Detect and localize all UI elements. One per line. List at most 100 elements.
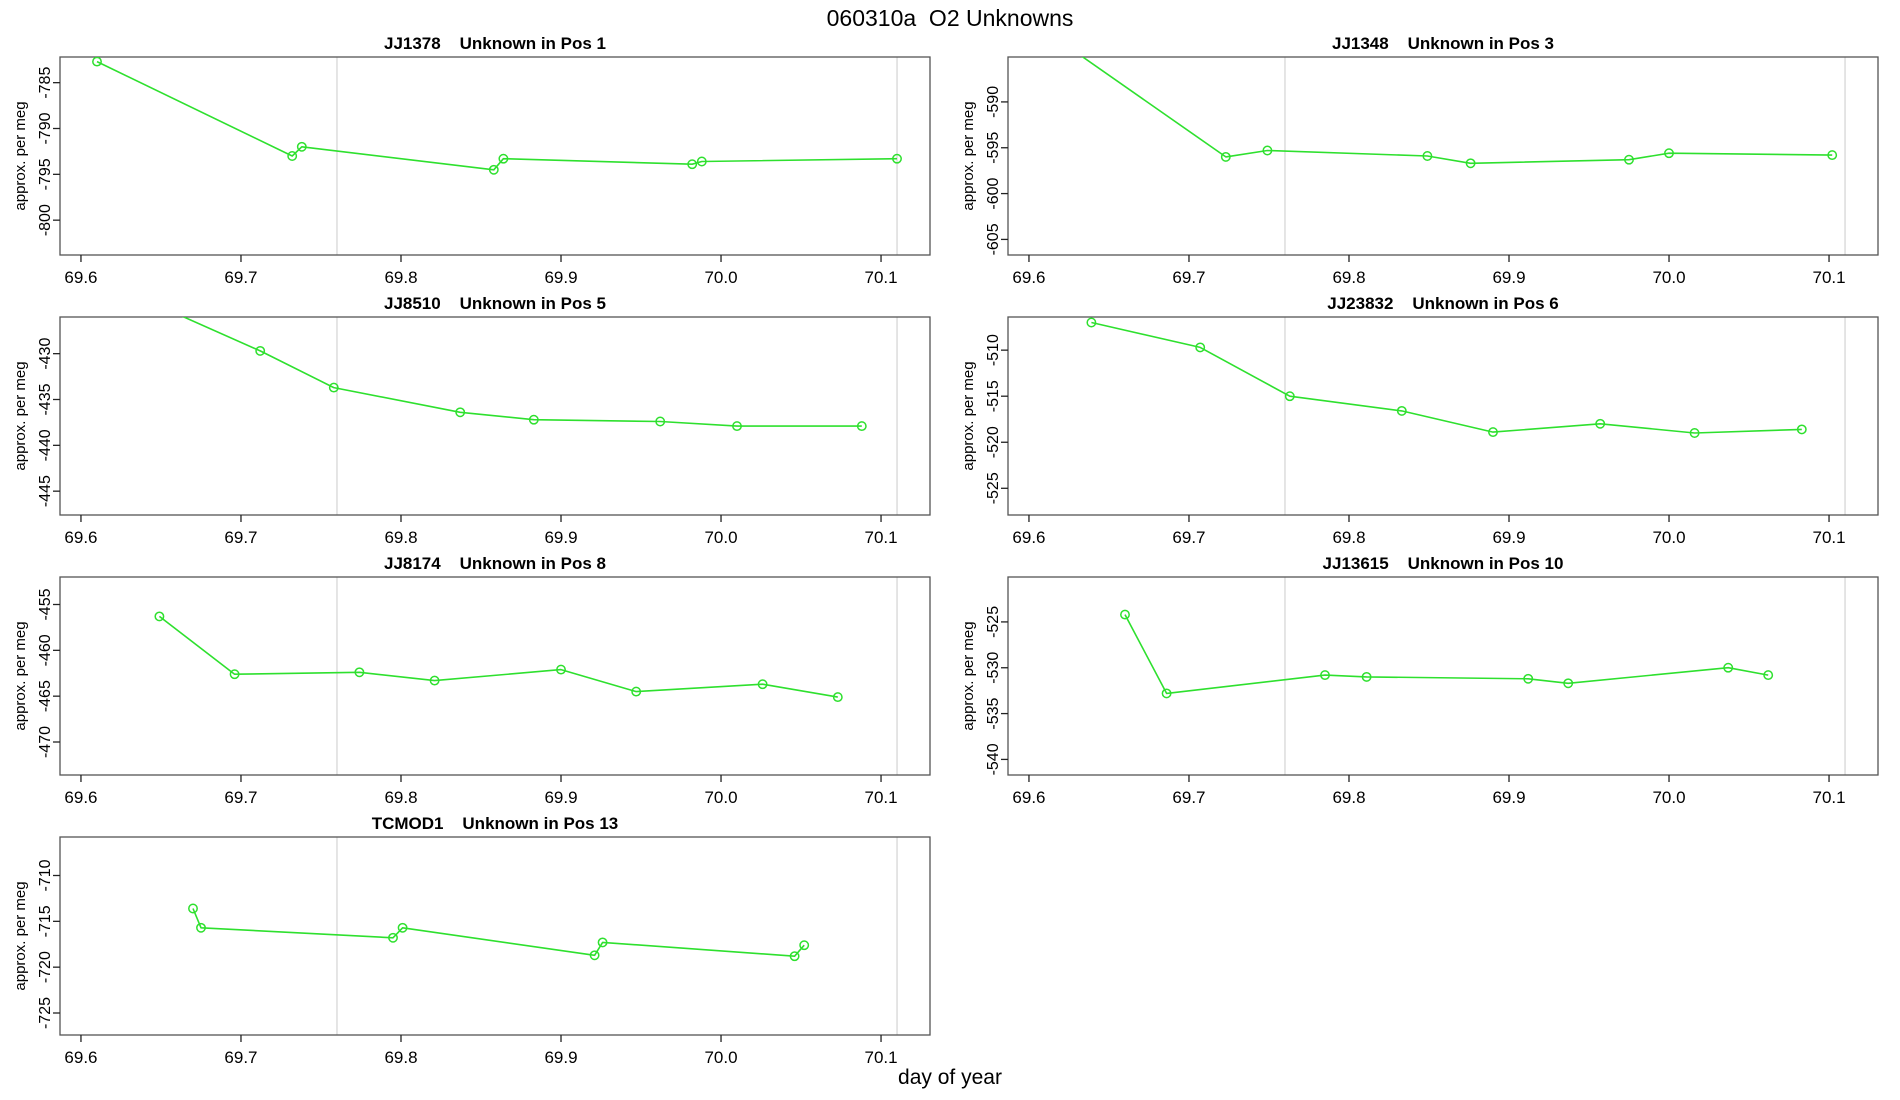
data-point-marker — [1796, 424, 1807, 435]
y-tick-label: -470 — [37, 726, 54, 758]
data-point-marker — [1220, 151, 1231, 162]
x-tick-label: 69.8 — [384, 1048, 417, 1067]
subplot-jj23832: JJ23832 Unknown in Pos 6 69.6 69.7 69.8 69.9… — [960, 294, 1879, 547]
x-tick-label: 69.9 — [544, 528, 577, 547]
data-point-marker — [488, 164, 499, 175]
figure-title: 060310a O2 Unknowns — [826, 5, 1074, 31]
data-point-marker — [757, 679, 768, 690]
data-point-marker — [196, 922, 206, 933]
y-tick-label: -715 — [37, 905, 54, 937]
data-point-marker — [892, 153, 902, 164]
x-tick-label: 70.1 — [864, 268, 897, 287]
data-point-marker — [188, 903, 198, 914]
subplot-jj8174: JJ8174 Unknown in Pos 8 69.6 69.7 69.8 69.9 7… — [12, 554, 931, 807]
x-tick-label: 69.7 — [224, 268, 257, 287]
x-tick-label: 69.6 — [1012, 268, 1045, 287]
x-tick-label: 70.1 — [1812, 788, 1845, 807]
x-tick-label: 70.1 — [1812, 528, 1845, 547]
plot-box — [59, 836, 931, 1036]
y-tick-label: -720 — [37, 951, 54, 983]
x-axis-label: day of year — [898, 1066, 1002, 1089]
subplot-title: JJ8174 Unknown in Pos 8 — [384, 554, 606, 573]
series-group — [1081, 57, 1838, 169]
series-line — [1081, 57, 1833, 165]
plot-box — [1007, 576, 1879, 776]
data-point-marker — [799, 940, 810, 951]
y-tick-label: -530 — [985, 652, 1002, 684]
y-tick-label: -595 — [985, 132, 1002, 164]
data-point-marker — [696, 156, 707, 167]
y-tick-label: -440 — [37, 429, 54, 461]
data-point-marker — [429, 675, 440, 686]
data-point-marker — [1523, 673, 1534, 684]
x-tick-label: 69.7 — [224, 788, 257, 807]
y-tick-label: -445 — [37, 475, 54, 507]
y-axis-label: approx. per meg — [12, 101, 29, 210]
data-point-marker — [1689, 428, 1700, 438]
y-tick-label: -800 — [37, 204, 54, 236]
y-tick-label: -795 — [37, 158, 54, 190]
series-line — [192, 908, 805, 957]
x-tick-label: 69.6 — [1012, 788, 1045, 807]
series-line — [181, 317, 862, 427]
x-tick-label: 69.7 — [1172, 788, 1205, 807]
subplot-title: JJ1348 Unknown in Pos 3 — [1332, 34, 1554, 53]
data-point-marker — [597, 937, 608, 948]
subplot-jj13615: JJ13615 Unknown in Pos 10 69.6 69.7 69.8 69.… — [960, 554, 1879, 807]
x-tick-label: 69.6 — [64, 268, 97, 287]
y-axis-label: approx. per meg — [960, 101, 977, 210]
x-tick-label: 70.0 — [704, 528, 737, 547]
y-tick-label: -710 — [37, 859, 54, 891]
subplot-jj8510: JJ8510 Unknown in Pos 5 69.6 69.7 69.8 69.9 7… — [12, 294, 931, 547]
x-tick-label: 69.7 — [1172, 268, 1205, 287]
data-point-marker — [1465, 158, 1476, 169]
plot-box — [1007, 316, 1879, 516]
y-tick-label: -515 — [985, 380, 1002, 412]
data-point-marker — [92, 57, 102, 67]
data-point-marker — [589, 950, 600, 961]
data-point-marker — [528, 414, 539, 425]
data-point-marker — [455, 407, 466, 418]
data-point-marker — [832, 692, 843, 703]
y-axis-label: approx. per meg — [12, 881, 29, 990]
data-point-marker — [1161, 688, 1172, 699]
series-group — [1120, 609, 1774, 699]
y-axis-label: approx. per meg — [12, 361, 29, 470]
x-tick-label: 69.9 — [1492, 528, 1525, 547]
data-point-marker — [498, 153, 509, 164]
plot-box — [1007, 56, 1879, 256]
x-tick-label: 69.9 — [544, 268, 577, 287]
x-tick-label: 70.1 — [864, 788, 897, 807]
data-point-marker — [328, 382, 339, 393]
data-point-marker — [687, 159, 698, 170]
x-tick-label: 69.8 — [1332, 528, 1365, 547]
series-line — [96, 60, 898, 171]
data-point-marker — [1361, 671, 1372, 682]
y-tick-label: -725 — [37, 997, 54, 1029]
x-tick-label: 69.9 — [1492, 268, 1525, 287]
series-group — [188, 903, 810, 962]
data-point-marker — [1284, 391, 1295, 402]
x-tick-label: 70.1 — [1812, 268, 1845, 287]
x-tick-label: 70.0 — [1652, 788, 1685, 807]
data-point-marker — [354, 667, 365, 678]
y-tick-label: -790 — [37, 112, 54, 144]
plot-box — [59, 316, 931, 516]
series-line — [1091, 321, 1802, 434]
x-tick-label: 69.7 — [1172, 528, 1205, 547]
data-point-marker — [631, 686, 642, 697]
data-point-marker — [1595, 418, 1606, 429]
x-tick-label: 69.9 — [544, 1048, 577, 1067]
y-tick-label: -430 — [37, 338, 54, 370]
data-point-marker — [1396, 405, 1407, 416]
subplot-jj1378: JJ1378 Unknown in Pos 1 69.6 69.7 69.8 69.9 7… — [12, 34, 931, 287]
data-point-marker — [397, 922, 408, 933]
x-tick-label: 69.8 — [384, 528, 417, 547]
x-tick-label: 70.1 — [864, 1048, 897, 1067]
x-tick-label: 70.0 — [704, 788, 737, 807]
data-point-marker — [229, 669, 240, 680]
y-tick-label: -465 — [37, 680, 54, 712]
subplot-title: JJ8510 Unknown in Pos 5 — [384, 294, 606, 313]
subplot-title: JJ13615 Unknown in Pos 10 — [1323, 554, 1564, 573]
y-tick-label: -455 — [37, 588, 54, 620]
